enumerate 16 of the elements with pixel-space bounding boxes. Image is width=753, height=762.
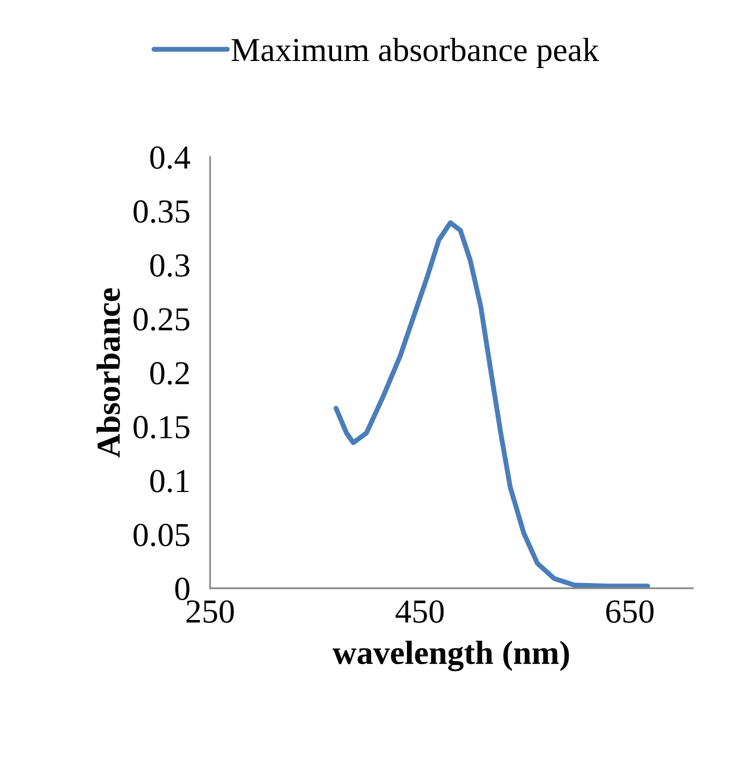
- y-tick-label: 0.1: [150, 470, 189, 492]
- y-tick-label: 0.3: [150, 254, 190, 277]
- y-tick-label: 0.15: [134, 416, 190, 439]
- legend-label: Maximum absorbance peak: [232, 38, 600, 68]
- x-tick-label: 650: [606, 600, 654, 623]
- y-axis-title: Absorbance: [96, 288, 120, 458]
- y-tick-label: 0: [175, 578, 190, 600]
- y-tick-label: 0.25: [134, 308, 190, 331]
- y-tick-label: 0.35: [134, 200, 190, 223]
- y-tick-label: 0.05: [134, 524, 190, 546]
- x-axis-title: wavelength (nm): [332, 640, 569, 672]
- y-tick-label: 0.4: [150, 146, 190, 170]
- y-tick-label: 0.2: [150, 362, 189, 385]
- x-tick-label: 450: [396, 600, 444, 623]
- x-tick-label: 250: [186, 600, 234, 623]
- line-series: [334, 220, 650, 588]
